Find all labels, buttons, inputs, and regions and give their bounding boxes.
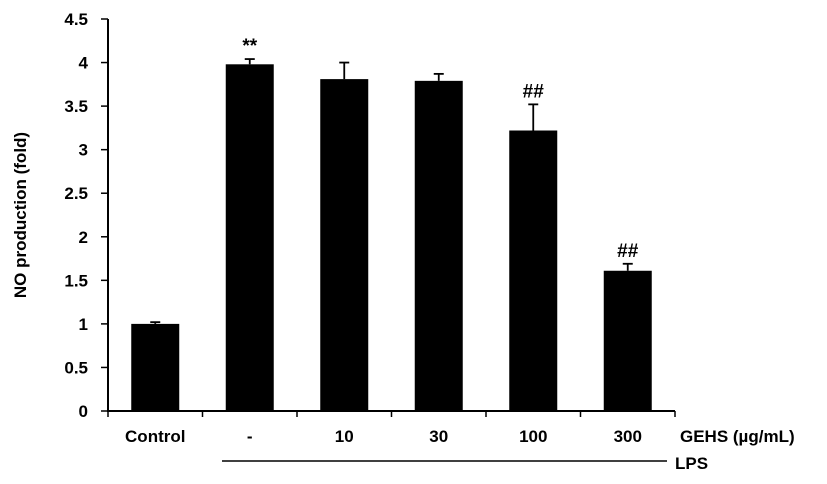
x-axis-ticks bbox=[107, 411, 676, 417]
bar bbox=[225, 64, 274, 411]
x-tick-label: 10 bbox=[335, 427, 354, 446]
significance-annotations: ** ## ## bbox=[242, 36, 638, 262]
error-bars bbox=[150, 58, 633, 324]
bar bbox=[131, 323, 180, 411]
x-tick-label: 30 bbox=[429, 427, 448, 446]
y-tick-label: 4 bbox=[79, 54, 89, 73]
y-tick-label: 2 bbox=[79, 228, 88, 247]
lps-label: LPS bbox=[675, 454, 708, 473]
x-tick-label: - bbox=[247, 427, 253, 446]
y-tick-label: 3 bbox=[79, 141, 88, 160]
y-axis-ticks: 0 0.5 1 1.5 2 2.5 3 3.5 4 4.5 bbox=[64, 10, 108, 421]
group-label: GEHS (µg/mL) bbox=[680, 427, 795, 446]
x-axis-tick-labels: Control - 10 30 100 300 bbox=[125, 427, 642, 446]
y-tick-label: 3.5 bbox=[64, 97, 88, 116]
y-tick-label: 0 bbox=[79, 402, 88, 421]
x-tick-label: Control bbox=[125, 427, 185, 446]
x-tick-label: 100 bbox=[519, 427, 547, 446]
y-axis-label: NO production (fold) bbox=[11, 132, 30, 298]
y-tick-label: 4.5 bbox=[64, 10, 88, 29]
significance-label: ## bbox=[617, 241, 639, 262]
bars bbox=[131, 64, 652, 412]
y-tick-label: 1 bbox=[79, 315, 88, 334]
bar bbox=[320, 79, 369, 412]
y-tick-label: 2.5 bbox=[64, 184, 88, 203]
bar bbox=[603, 270, 652, 411]
x-tick-label: 300 bbox=[614, 427, 642, 446]
y-tick-label: 1.5 bbox=[64, 271, 88, 290]
significance-label: ## bbox=[523, 81, 545, 102]
bar bbox=[414, 80, 463, 412]
significance-label: ** bbox=[242, 36, 257, 57]
y-tick-label: 0.5 bbox=[64, 358, 88, 377]
bar bbox=[509, 130, 558, 411]
